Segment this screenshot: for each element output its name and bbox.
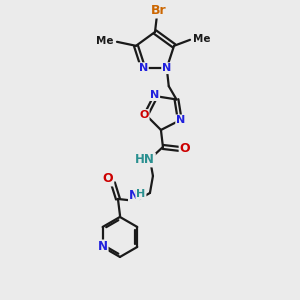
Text: HN: HN [135,154,155,166]
Text: Me: Me [97,36,114,46]
Text: N: N [129,190,139,202]
Text: N: N [162,63,171,73]
Text: Me: Me [193,34,211,44]
Text: O: O [139,110,149,120]
Text: N: N [150,90,159,100]
Text: N: N [139,63,148,73]
Text: O: O [180,142,190,155]
Text: O: O [103,172,113,185]
Text: N: N [176,116,185,125]
Text: Br: Br [151,4,167,17]
Text: N: N [98,241,108,254]
Text: H: H [136,189,146,199]
